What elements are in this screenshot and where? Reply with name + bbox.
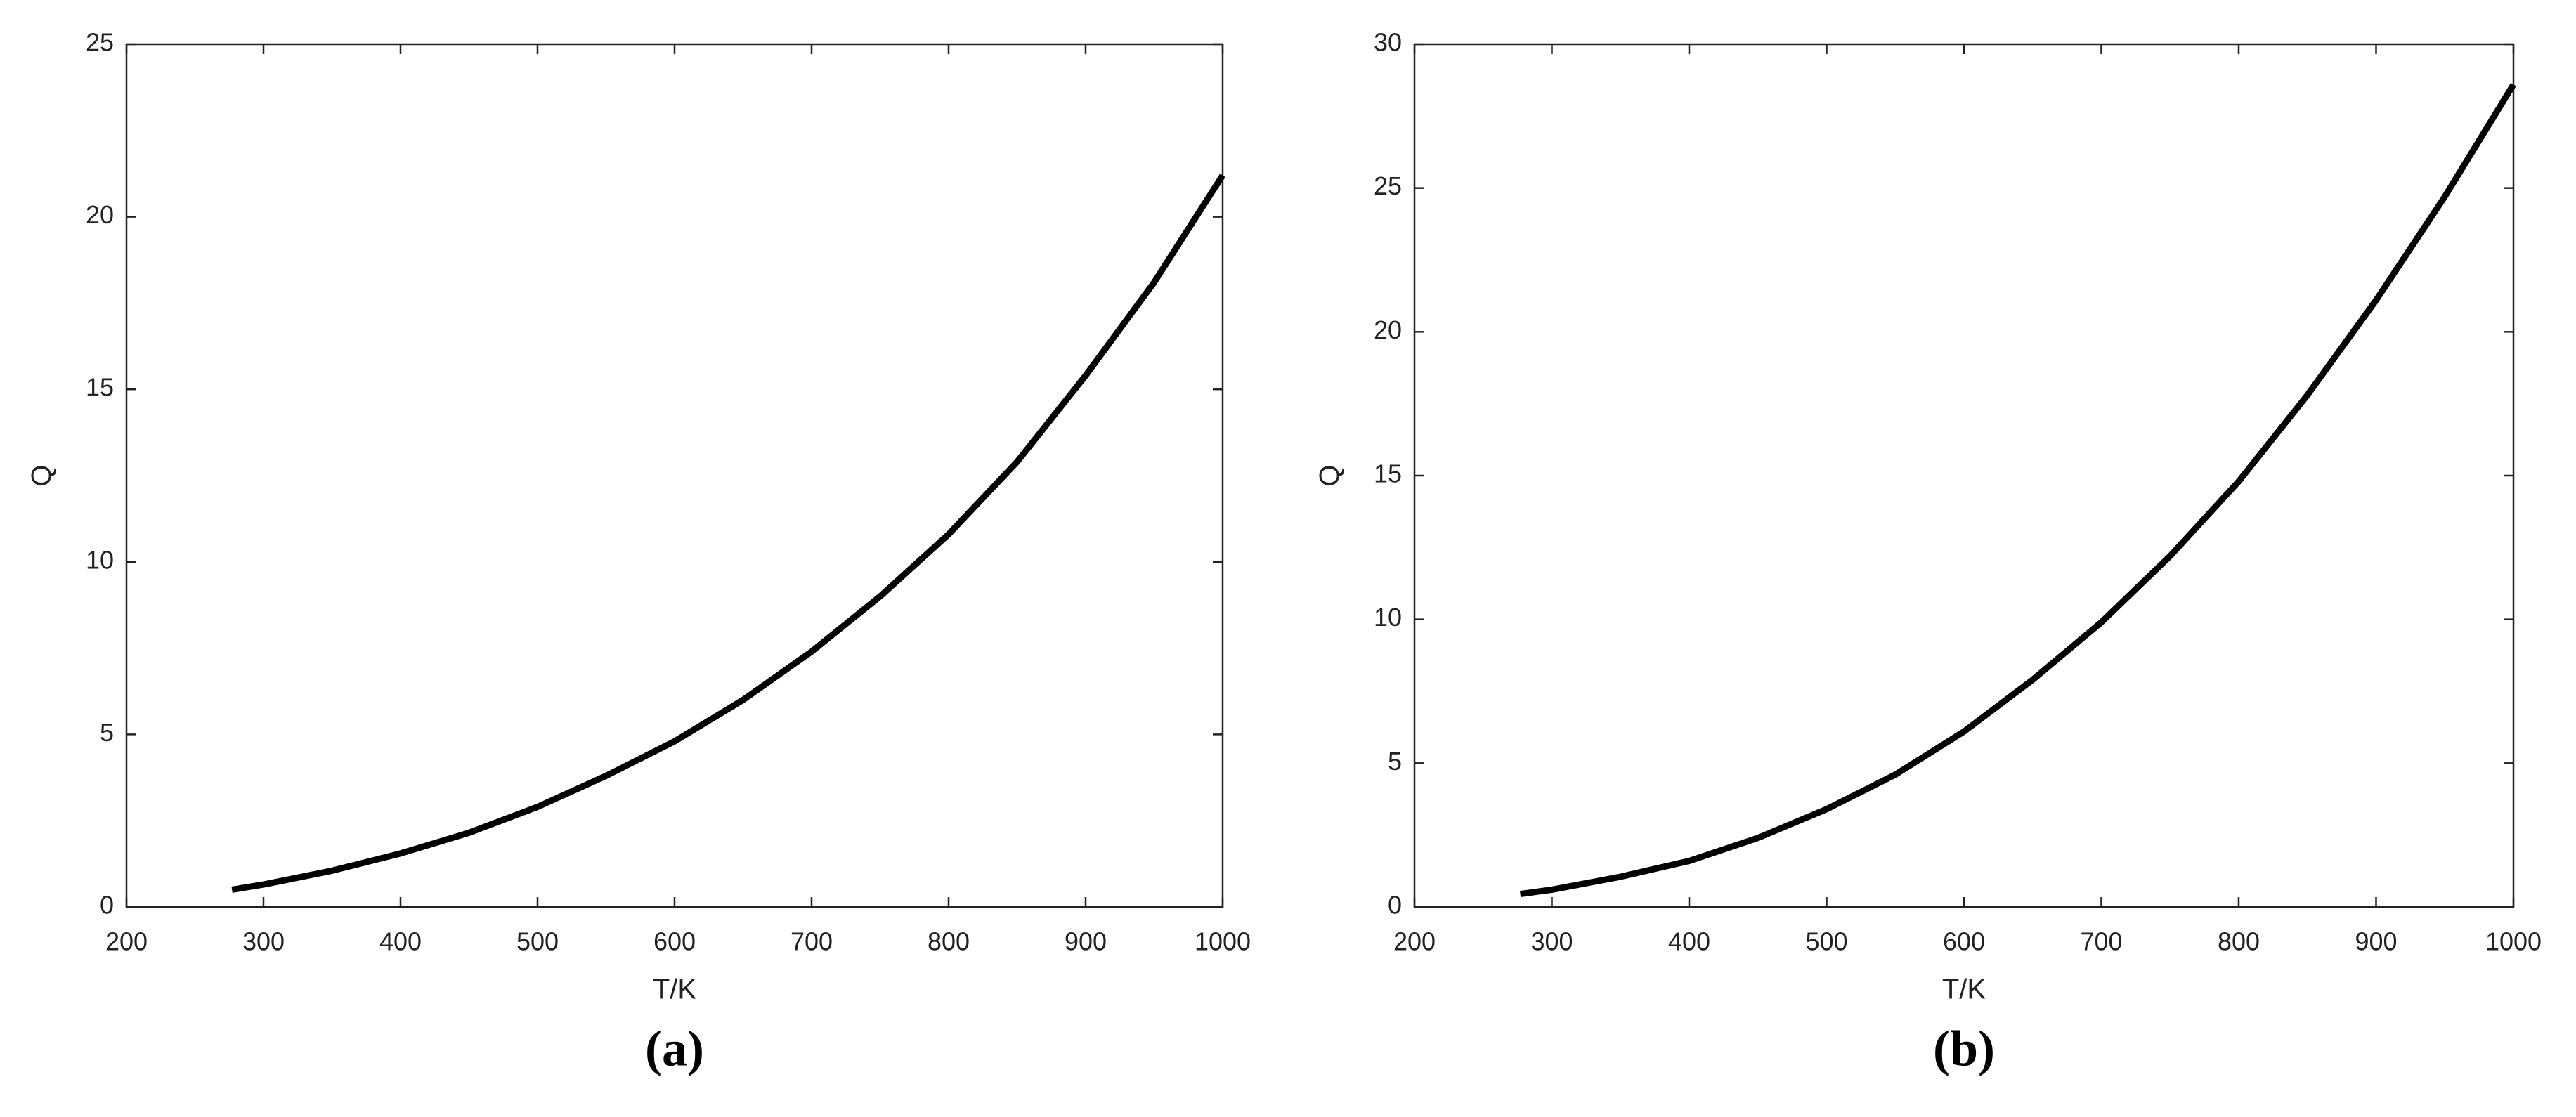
x-tick-label: 200 <box>105 927 148 956</box>
caption: (b) <box>1933 1021 1995 1077</box>
x-tick-label: 800 <box>2218 927 2260 956</box>
y-tick-label: 10 <box>86 545 114 574</box>
plot-frame <box>125 43 1224 908</box>
data-line <box>1519 82 2516 898</box>
x-tick-label: 800 <box>928 927 970 956</box>
data-line <box>231 174 1225 893</box>
x-tick-label: 500 <box>516 927 559 956</box>
x-tick-label: 900 <box>1065 927 1107 956</box>
x-tick-label: 400 <box>379 927 422 956</box>
y-axis-label: Q <box>27 464 58 486</box>
y-tick-label: 25 <box>86 28 114 57</box>
y-tick-label: 20 <box>86 200 114 229</box>
x-tick-label: 300 <box>242 927 285 956</box>
x-tick-label: 200 <box>1393 927 1436 956</box>
x-tick-label: 600 <box>653 927 696 956</box>
x-tick-label: 700 <box>791 927 833 956</box>
y-tick-label: 0 <box>1388 891 1402 920</box>
y-tick-label: 30 <box>1374 28 1402 57</box>
x-tick-label: 1000 <box>1195 927 1251 956</box>
y-tick-label: 25 <box>1374 171 1402 200</box>
x-tick-label: 700 <box>2080 927 2122 956</box>
x-tick-label: 300 <box>1530 927 1573 956</box>
y-tick-label: 5 <box>1388 747 1402 776</box>
plot-frame <box>1413 43 2515 908</box>
x-tick-label: 600 <box>1943 927 1985 956</box>
x-tick-label: 400 <box>1668 927 1710 956</box>
y-tick-label: 15 <box>86 373 114 402</box>
x-axis-label: T/K <box>1942 974 1986 1005</box>
x-tick-label: 1000 <box>2485 927 2542 956</box>
y-tick-label: 10 <box>1374 603 1402 632</box>
y-tick-label: 5 <box>100 718 114 747</box>
caption: (a) <box>645 1021 704 1077</box>
y-axis-label: Q <box>1315 464 1346 486</box>
x-tick-label: 900 <box>2355 927 2397 956</box>
y-tick-label: 0 <box>100 891 114 920</box>
x-tick-label: 500 <box>1805 927 1847 956</box>
y-tick-label: 15 <box>1374 459 1402 488</box>
x-axis-label: T/K <box>653 974 697 1005</box>
y-tick-label: 20 <box>1374 315 1402 344</box>
